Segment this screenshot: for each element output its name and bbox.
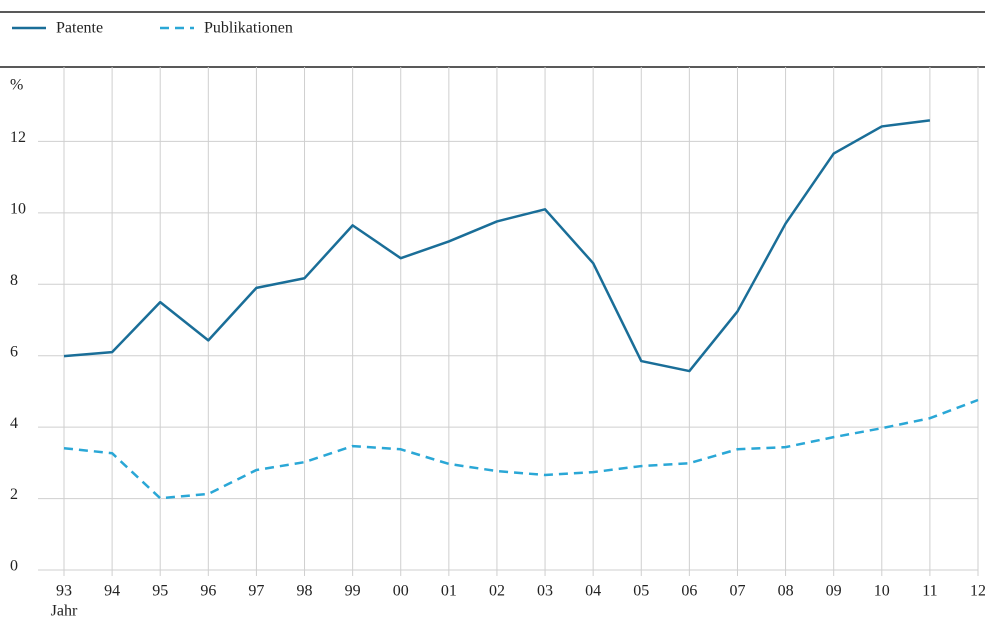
- y-tick-label: 4: [10, 415, 18, 432]
- x-tick-label: 98: [297, 583, 313, 600]
- x-tick-label: 06: [681, 583, 697, 600]
- y-tick-label: 0: [10, 558, 18, 575]
- x-tick-label: 93: [56, 583, 72, 600]
- x-tick-label: 08: [778, 583, 794, 600]
- y-tick-label: 2: [10, 486, 18, 503]
- x-tick-label: 09: [826, 583, 842, 600]
- x-tick-label: 02: [489, 583, 505, 600]
- line-series: [63, 119, 931, 373]
- line-series: [63, 398, 979, 500]
- x-tick-label: 10: [874, 583, 890, 600]
- x-tick-label: 12: [970, 583, 985, 600]
- x-tick-label: 00: [393, 583, 409, 600]
- x-tick-label: 99: [345, 583, 361, 600]
- x-tick-label: 04: [585, 583, 601, 600]
- x-tick-label: 95: [152, 583, 168, 600]
- y-tick-label: 12: [10, 129, 26, 146]
- x-tick-label: 11: [922, 583, 937, 600]
- x-tick-label: 01: [441, 583, 457, 600]
- y-tick-label: 8: [10, 272, 18, 289]
- x-tick-label: 07: [729, 583, 745, 600]
- y-tick-label: 6: [10, 343, 18, 360]
- x-tick-label: 97: [248, 583, 264, 600]
- legend-label: Publikationen: [204, 20, 293, 37]
- x-tick-label: 96: [200, 583, 216, 600]
- y-axis-label: %: [10, 77, 23, 94]
- x-tick-label: 05: [633, 583, 649, 600]
- y-tick-label: 10: [10, 201, 26, 218]
- x-tick-label: 94: [104, 583, 120, 600]
- legend-label: Patente: [56, 20, 103, 37]
- x-axis-label: Jahr: [51, 603, 78, 620]
- x-tick-label: 03: [537, 583, 553, 600]
